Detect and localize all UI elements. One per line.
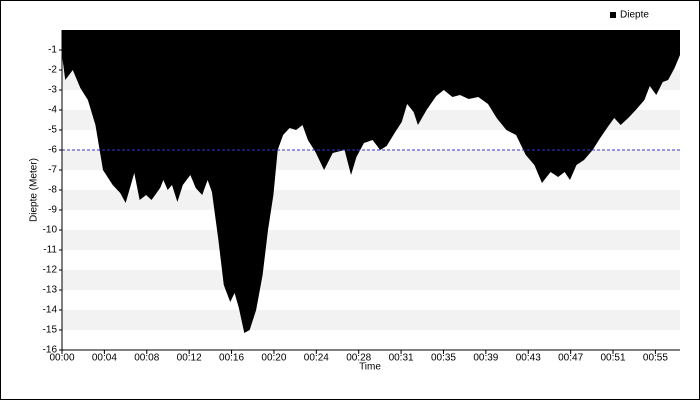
y-tick-label: -6 — [48, 145, 57, 156]
depth-area — [62, 30, 680, 333]
x-tick-label: 00:35 — [431, 353, 456, 364]
band — [62, 310, 680, 330]
legend-label: Diepte — [620, 10, 649, 21]
y-tick-label: -15 — [43, 325, 58, 336]
x-tick-label: 00:00 — [49, 353, 74, 364]
y-tick-label: -8 — [48, 185, 57, 196]
y-tick-label: -7 — [48, 165, 57, 176]
y-tick-label: -2 — [48, 65, 57, 76]
x-tick-label: 00:16 — [219, 353, 244, 364]
x-tick-label: 00:12 — [177, 353, 202, 364]
x-tick-label: 00:20 — [261, 353, 286, 364]
band — [62, 230, 680, 250]
y-tick-label: -5 — [48, 125, 57, 136]
y-tick-label: -14 — [43, 305, 58, 316]
band — [62, 270, 680, 290]
plot-layer: -1-2-3-4-5-6-7-8-9-10-11-12-13-14-15-160… — [43, 10, 680, 364]
y-tick-label: -16 — [43, 345, 58, 356]
x-tick-label: 00:31 — [389, 353, 414, 364]
y-tick-label: -13 — [43, 285, 58, 296]
x-axis-label: Time — [359, 362, 381, 373]
y-tick-label: -12 — [43, 265, 58, 276]
x-tick-label: 00:39 — [473, 353, 498, 364]
x-tick-label: 00:51 — [601, 353, 626, 364]
x-tick-label: 00:55 — [643, 353, 668, 364]
y-tick-label: -3 — [48, 85, 57, 96]
y-axis-label: Diepte (Meter) — [29, 158, 40, 222]
x-tick-label: 00:43 — [516, 353, 541, 364]
y-tick-label: -10 — [43, 225, 58, 236]
x-tick-label: 00:47 — [558, 353, 583, 364]
x-tick-label: 00:08 — [134, 353, 159, 364]
y-tick-label: -9 — [48, 205, 57, 216]
x-tick-label: 00:04 — [92, 353, 117, 364]
x-tick-label: 00:28 — [346, 353, 371, 364]
y-tick-label: -1 — [48, 45, 57, 56]
y-tick-label: -4 — [48, 105, 57, 116]
x-tick-label: 00:24 — [304, 353, 329, 364]
legend-swatch — [610, 12, 616, 18]
y-tick-label: -11 — [43, 245, 57, 256]
